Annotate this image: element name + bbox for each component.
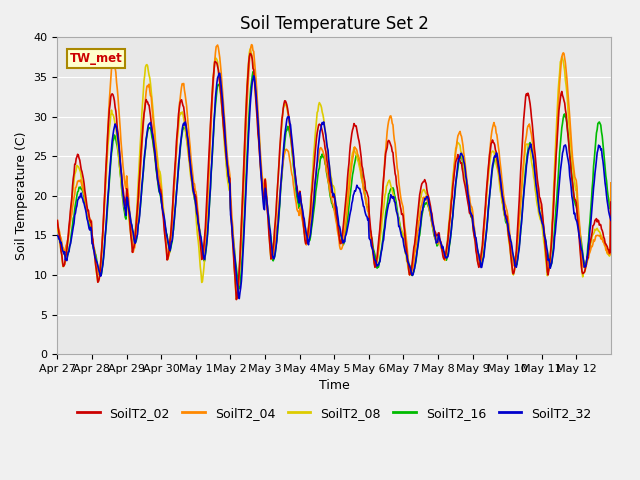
SoilT2_04 (393, 157, 401, 163)
SoilT2_08 (54, 226, 61, 231)
SoilT2_16 (220, 128, 228, 133)
SoilT2_04 (248, 42, 255, 48)
SoilT2_16 (248, 73, 256, 79)
SoilT2_02 (232, 297, 240, 302)
SoilT2_04 (607, 180, 614, 186)
SoilT2_02 (118, 181, 126, 187)
Y-axis label: Soil Temperature (C): Soil Temperature (C) (15, 132, 28, 260)
SoilT2_04 (220, 111, 228, 117)
SoilT2_16 (54, 227, 61, 232)
Line: SoilT2_08: SoilT2_08 (58, 49, 611, 300)
SoilT2_04 (424, 199, 431, 205)
SoilT2_08 (118, 191, 126, 196)
SoilT2_02 (270, 239, 278, 245)
SoilT2_04 (118, 156, 126, 161)
SoilT2_08 (424, 196, 431, 202)
SoilT2_08 (249, 60, 257, 65)
Title: Soil Temperature Set 2: Soil Temperature Set 2 (240, 15, 429, 33)
SoilT2_16 (249, 69, 257, 75)
Line: SoilT2_16: SoilT2_16 (58, 72, 611, 289)
SoilT2_08 (220, 135, 228, 141)
SoilT2_08 (232, 297, 240, 302)
Line: SoilT2_04: SoilT2_04 (58, 45, 611, 293)
SoilT2_16 (393, 203, 401, 208)
SoilT2_04 (54, 217, 61, 223)
SoilT2_32 (216, 71, 223, 76)
SoilT2_16 (235, 286, 243, 292)
Line: SoilT2_32: SoilT2_32 (58, 73, 611, 299)
SoilT2_32 (221, 128, 228, 133)
SoilT2_02 (54, 217, 61, 223)
SoilT2_32 (270, 256, 278, 262)
SoilT2_16 (118, 193, 126, 199)
SoilT2_02 (607, 199, 614, 205)
SoilT2_08 (393, 208, 401, 214)
SoilT2_32 (54, 233, 61, 239)
SoilT2_16 (424, 202, 431, 207)
SoilT2_16 (607, 203, 614, 208)
SoilT2_08 (607, 185, 614, 191)
SoilT2_04 (249, 48, 257, 53)
SoilT2_32 (607, 217, 614, 223)
SoilT2_32 (249, 76, 257, 82)
Line: SoilT2_02: SoilT2_02 (58, 53, 611, 300)
SoilT2_16 (270, 256, 278, 262)
SoilT2_08 (246, 46, 254, 52)
SoilT2_04 (270, 248, 278, 254)
X-axis label: Time: Time (319, 379, 349, 392)
SoilT2_08 (270, 237, 278, 243)
SoilT2_02 (220, 131, 228, 136)
SoilT2_02 (393, 182, 401, 188)
SoilT2_32 (424, 194, 431, 200)
SoilT2_02 (424, 191, 431, 197)
SoilT2_32 (118, 186, 126, 192)
SoilT2_32 (236, 296, 243, 301)
SoilT2_02 (246, 50, 254, 56)
Legend: SoilT2_02, SoilT2_04, SoilT2_08, SoilT2_16, SoilT2_32: SoilT2_02, SoilT2_04, SoilT2_08, SoilT2_… (72, 402, 596, 424)
SoilT2_04 (233, 290, 241, 296)
Text: TW_met: TW_met (70, 51, 122, 65)
SoilT2_32 (393, 209, 401, 215)
SoilT2_02 (249, 65, 257, 71)
